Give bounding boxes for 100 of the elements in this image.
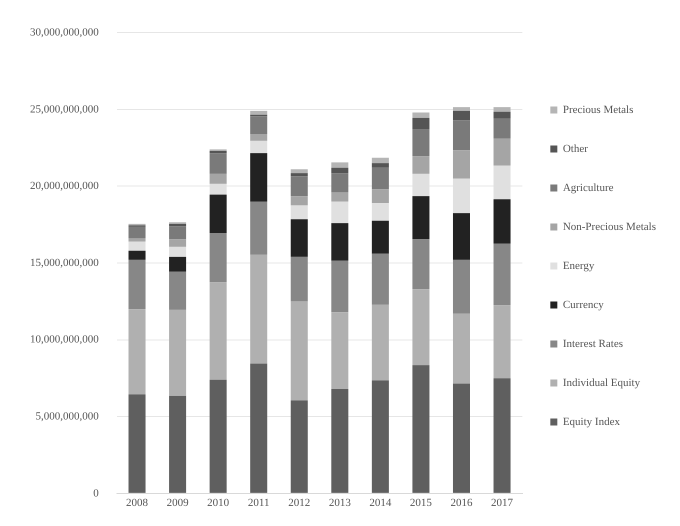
bar (452, 150, 470, 179)
bar (290, 205, 308, 220)
x-tick-label: 2011 (248, 496, 270, 509)
bar (128, 394, 146, 493)
y-tick-label: 20,000,000,000 (30, 180, 100, 192)
bar (290, 219, 308, 257)
x-tick-label: 2016 (450, 496, 473, 509)
bar (250, 110, 268, 115)
bar (452, 120, 470, 150)
y-tick-label: 25,000,000,000 (30, 103, 100, 116)
bar (210, 194, 227, 234)
bar (452, 107, 470, 111)
x-tick-label: 2010 (207, 496, 230, 509)
bar (210, 233, 227, 282)
bar (169, 310, 186, 396)
legend-label: Interest Rates (562, 338, 624, 350)
x-tick-label: 2009 (166, 496, 190, 509)
legend-label: Individual Equity (562, 376, 641, 389)
bar (128, 250, 146, 260)
bar (128, 238, 146, 242)
bar (169, 396, 186, 493)
bar (494, 118, 511, 139)
legend-label: Currency (562, 298, 604, 311)
bar (128, 260, 146, 310)
legend-label: Agriculture (562, 182, 614, 194)
bar (331, 173, 348, 192)
bar (290, 176, 308, 196)
bar (372, 163, 389, 168)
bar (372, 220, 389, 254)
bar (372, 203, 389, 221)
bar (250, 202, 268, 255)
bar (128, 309, 146, 394)
bar (452, 314, 470, 384)
y-tick-label: 0 (93, 487, 100, 500)
bar (452, 384, 470, 493)
bar (290, 196, 308, 206)
y-tick-label: 10,000,000,000 (30, 334, 100, 346)
bar (250, 364, 268, 493)
bar (169, 239, 186, 247)
legend-label: Equity Index (562, 416, 620, 428)
bar (210, 174, 227, 184)
bar (169, 226, 186, 240)
bar (412, 239, 430, 290)
y-tick-label: 5,000,000,000 (36, 410, 100, 422)
bar (290, 301, 308, 400)
bar (372, 304, 389, 381)
bar (494, 305, 511, 378)
bar (210, 380, 227, 493)
bar (210, 153, 227, 174)
bar (331, 388, 348, 493)
bar (128, 226, 146, 238)
x-tick-label: 2015 (410, 496, 432, 509)
bar (331, 192, 348, 202)
x-tick-label: 2008 (126, 496, 149, 509)
bar (169, 271, 186, 310)
bar (412, 156, 430, 174)
bar (169, 246, 186, 257)
bar (494, 107, 511, 112)
bar (372, 254, 389, 304)
bar (494, 244, 511, 306)
bar (452, 260, 470, 314)
bar (412, 112, 430, 118)
bar (494, 138, 511, 166)
bar (412, 118, 430, 130)
bar (372, 158, 389, 164)
bar (494, 378, 511, 493)
x-tick-label: 2012 (288, 496, 310, 509)
bar (250, 153, 268, 202)
bar (412, 196, 430, 240)
bar (128, 241, 146, 251)
bar (169, 256, 186, 272)
bar (290, 400, 308, 493)
bar (250, 140, 268, 154)
bar (412, 289, 430, 366)
bar (331, 202, 348, 224)
bar (372, 380, 389, 493)
legend-label: Precious Metals (562, 104, 634, 116)
x-tick-label: 2013 (328, 496, 352, 509)
y-tick-label: 30,000,000,000 (30, 26, 100, 38)
legend-label: Other (562, 142, 588, 155)
bar (250, 254, 268, 364)
x-tick-label: 2014 (369, 496, 392, 509)
bar (290, 173, 308, 176)
bar (331, 162, 348, 168)
legend-label: Energy (562, 260, 595, 272)
bar (452, 213, 470, 260)
y-tick-label: 15,000,000,000 (30, 256, 100, 269)
bar (331, 223, 348, 261)
x-tick-label: 2017 (491, 496, 514, 509)
bar (494, 112, 511, 119)
bar (412, 129, 430, 156)
bar (452, 110, 470, 120)
bar (331, 168, 348, 174)
bar (290, 169, 308, 174)
bar (372, 168, 389, 190)
bar (250, 116, 268, 134)
bar (372, 189, 389, 204)
bar (250, 134, 268, 141)
bar (412, 365, 430, 493)
legend-label: Non-Precious Metals (562, 220, 656, 233)
